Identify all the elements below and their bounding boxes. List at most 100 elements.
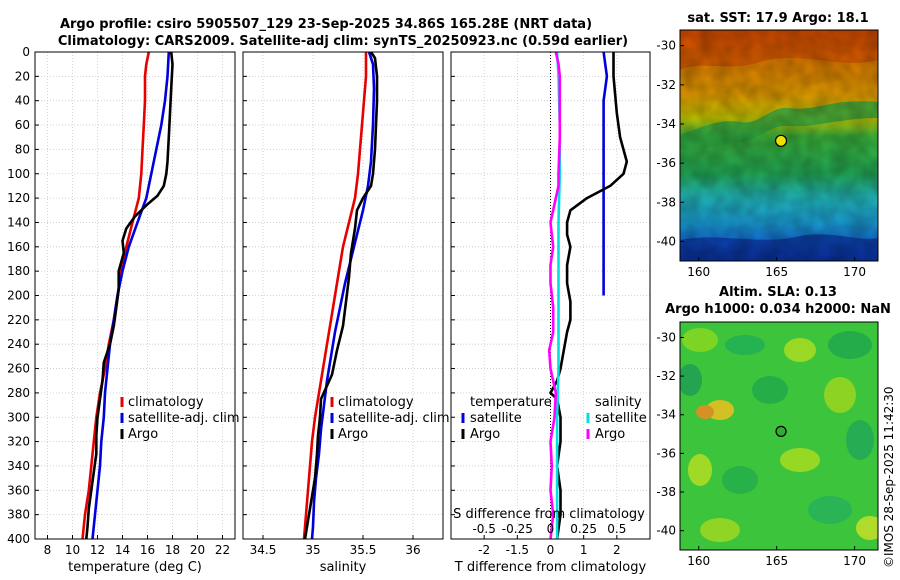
legend-label-climatology: climatology: [128, 395, 204, 410]
sla-map-title-line1: Altim. SLA: 0.13: [719, 285, 837, 300]
s-difference-axis-label: S difference from climatology: [453, 507, 645, 522]
difference-panel: -2 -1.5 0 1 2 T difference from climatology: [450, 51, 651, 575]
sla-map-eddies: [680, 328, 878, 542]
y-tick-label: 40: [15, 94, 30, 108]
y-tick-label: 360: [7, 483, 30, 497]
legend-label-argo: Argo: [128, 427, 158, 442]
temperature-legend: climatology satellite-adj. clim Argo: [120, 395, 240, 442]
map-y-tick-label: -40: [656, 234, 676, 248]
y-tick-label: 400: [7, 532, 30, 546]
y-tick-label: 0: [22, 45, 30, 59]
map-y-tick-label: -30: [656, 39, 676, 53]
legend-label-satellite-adj: satellite-adj. clim: [128, 411, 240, 426]
y-tick-label: 180: [7, 264, 30, 278]
map-x-tick-label: 165: [765, 554, 788, 568]
map-y-tick-label: -38: [656, 195, 676, 209]
map-y-tick-label: -36: [656, 156, 676, 170]
legend-label-climatology: climatology: [338, 395, 414, 410]
x-axis-label: temperature (deg C): [68, 560, 202, 575]
y-tick-label: 200: [7, 289, 30, 303]
y-tick-label: 280: [7, 386, 30, 400]
salinity-legend: climatology satellite-adj. clim Argo: [330, 395, 450, 442]
diff-series-group: [547, 52, 629, 539]
sst-map-axes: 160 165 170 -30 -32 -34 -36 -38 -40: [656, 39, 866, 279]
x-axis-label: salinity: [320, 560, 367, 575]
legend-label-satellite-adj: satellite-adj. clim: [338, 411, 450, 426]
s-tick-label: 0.25: [570, 522, 597, 536]
series-climatology: [302, 52, 368, 539]
x-tick-label: 1: [580, 543, 588, 557]
y-tick-label: 320: [7, 435, 30, 449]
x-tick-label: 20: [190, 543, 205, 557]
s-difference-ticks: -0.5 -0.25 0 0.25 0.5: [472, 522, 626, 536]
x-tick-label: -1.5: [506, 543, 529, 557]
x-axis-label: T difference from climatology: [454, 560, 647, 575]
x-tick-label: 35.5: [350, 543, 377, 557]
y-tick-label: 100: [7, 167, 30, 181]
y-tick-label: 260: [7, 362, 30, 376]
x-tick-label: 14: [115, 543, 130, 557]
map-y-tick-label: -30: [656, 330, 676, 344]
series-salinity-argo: [547, 52, 562, 539]
map-y-tick-label: -32: [656, 369, 676, 383]
series-temperature-argo: [549, 52, 629, 539]
x-tick-label: 35: [305, 543, 320, 557]
x-tick-label: 22: [215, 543, 230, 557]
legend-label-temp-argo: Argo: [470, 427, 500, 442]
y-tick-label: 80: [15, 142, 30, 156]
figure-title-line1: Argo profile: csiro 5905507_129 23-Sep-2…: [60, 17, 592, 32]
y-tick-label: 340: [7, 459, 30, 473]
figure-title-line2: Climatology: CARS2009. Satellite-adj cli…: [58, 34, 628, 49]
map-y-tick-label: -38: [656, 485, 676, 499]
sal-frame: [242, 51, 444, 540]
sst-argo-location-marker: [774, 134, 788, 147]
sst-map-frame: [679, 29, 879, 262]
y-tick-label: 380: [7, 508, 30, 522]
map-y-tick-label: -40: [656, 524, 676, 538]
map-x-tick-label: 160: [687, 265, 710, 279]
s-tick-label: 0: [547, 522, 555, 536]
legend-title-salinity: salinity: [595, 395, 642, 410]
sla-map-title-line2: Argo h1000: 0.034 h2000: NaN: [665, 302, 891, 317]
y-tick-label: 60: [15, 118, 30, 132]
legend-label-argo: Argo: [338, 427, 368, 442]
sst-map-title: sat. SST: 17.9 Argo: 18.1: [687, 11, 868, 26]
map-y-tick-label: -34: [656, 408, 676, 422]
y-tick-label: 20: [15, 69, 30, 83]
map-x-tick-label: 170: [843, 265, 866, 279]
x-tick-label: 8: [44, 543, 52, 557]
series-argo: [85, 52, 174, 539]
x-tick-label: -2: [478, 543, 490, 557]
legend-label-sal-argo: Argo: [595, 427, 625, 442]
x-tick-label: 0: [547, 543, 555, 557]
imos-credit: ©IMOS 28-Sep-2025 11:42:30: [882, 386, 896, 568]
y-tick-label: 240: [7, 337, 30, 351]
diff-frame: [450, 51, 651, 540]
x-tick-label: 12: [90, 543, 105, 557]
map-x-tick-label: 160: [687, 554, 710, 568]
map-y-tick-label: -36: [656, 446, 676, 460]
legend-label-temp-satellite: satellite: [470, 411, 522, 426]
legend-label-sal-satellite: satellite: [595, 411, 647, 426]
map-x-tick-label: 165: [765, 265, 788, 279]
series-satellite-adj-clim: [310, 52, 376, 539]
x-tick-label: 34.5: [250, 543, 277, 557]
temp-frame: [34, 51, 236, 540]
y-tick-label: 140: [7, 215, 30, 229]
y-tick-label: 120: [7, 191, 30, 205]
x-tick-label: 36: [405, 543, 420, 557]
s-tick-label: -0.5: [472, 522, 495, 536]
sla-map-frame: [679, 321, 879, 551]
temp-series-group: [81, 52, 174, 539]
temperature-panel: 8 10 12 14 16 18 20 220204060801001201401601802…: [7, 45, 236, 575]
map-y-tick-label: -34: [656, 117, 676, 131]
x-tick-label: 16: [140, 543, 155, 557]
salinity-panel: 34.5 35 35.5 36 salinity: [242, 51, 444, 575]
x-tick-label: 2: [613, 543, 621, 557]
y-tick-label: 160: [7, 240, 30, 254]
series-argo: [303, 52, 379, 539]
y-tick-label: 300: [7, 410, 30, 424]
legend-title-temperature: temperature: [470, 395, 552, 410]
s-tick-label: 0.5: [607, 522, 626, 536]
